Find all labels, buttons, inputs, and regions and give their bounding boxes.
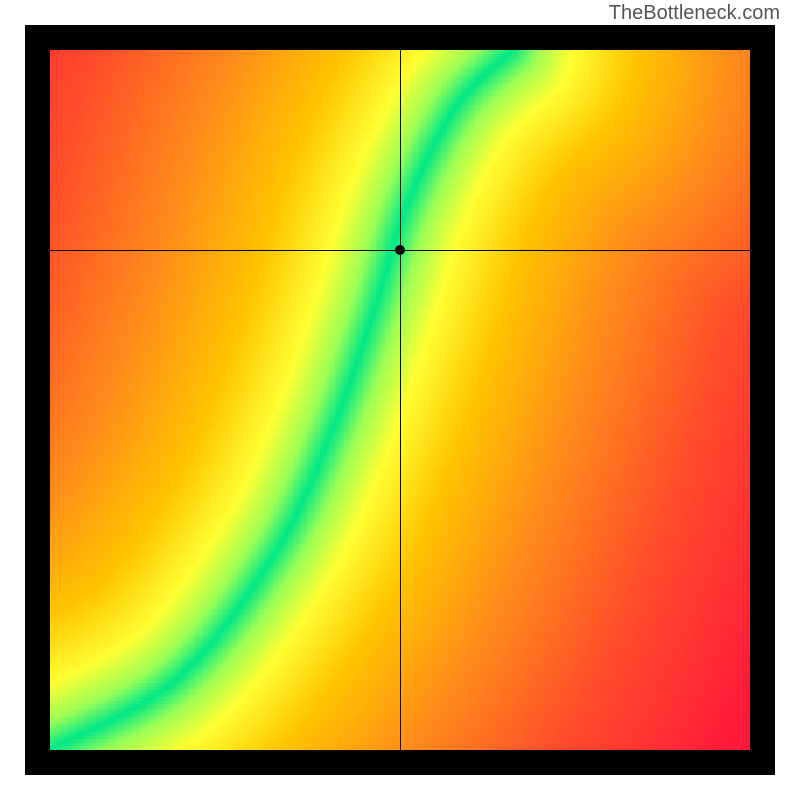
crosshair-vertical — [400, 50, 401, 750]
data-point-marker — [395, 245, 405, 255]
watermark-text: TheBottleneck.com — [609, 2, 780, 25]
